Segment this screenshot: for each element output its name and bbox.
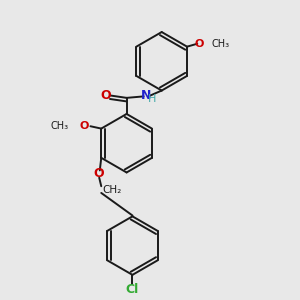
Text: O: O xyxy=(93,167,104,180)
Text: H: H xyxy=(148,94,156,104)
Text: CH₃: CH₃ xyxy=(211,39,229,49)
Text: O: O xyxy=(100,89,111,102)
Text: Cl: Cl xyxy=(126,283,139,296)
Text: CH₂: CH₂ xyxy=(103,185,122,195)
Text: N: N xyxy=(141,89,151,102)
Text: O: O xyxy=(79,121,88,131)
Text: CH₃: CH₃ xyxy=(51,121,69,131)
Text: O: O xyxy=(195,39,204,49)
